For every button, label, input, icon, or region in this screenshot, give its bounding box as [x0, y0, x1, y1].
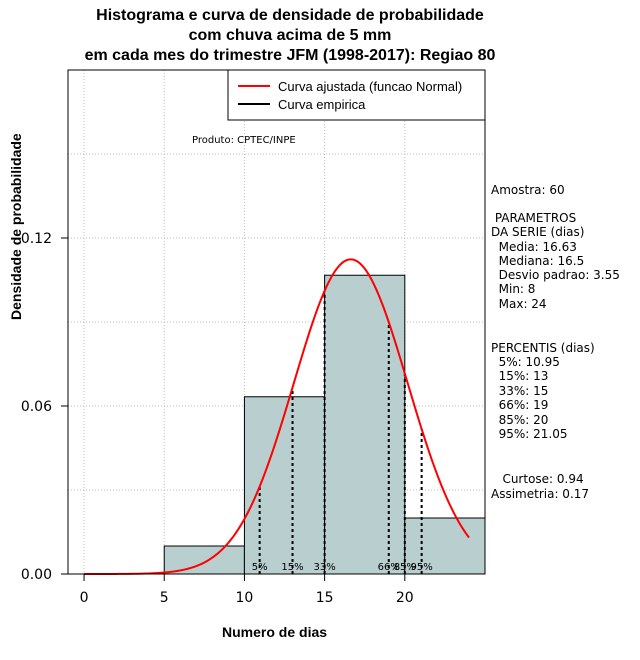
stat-median: Mediana: 16.5 — [491, 254, 585, 268]
legend-box — [227, 69, 486, 121]
product-annotation: Produto: CPTEC/INPE — [192, 135, 296, 146]
stat-p5: 5%: 10.95 — [491, 355, 560, 369]
stat-p66: 66%: 19 — [491, 398, 549, 412]
stat-p15: 15%: 13 — [491, 369, 549, 383]
percentile-label: 5% — [252, 562, 268, 573]
x-axis-label: Numero de dias — [222, 624, 328, 640]
x-tick-label: 20 — [396, 590, 414, 606]
normal-curve — [84, 258, 470, 575]
stat-p95: 95%: 21.05 — [491, 427, 568, 441]
stat-min: Min: 8 — [491, 282, 536, 296]
histogram-bar — [163, 545, 245, 575]
stat-sd: Desvio padrao: 3.55 — [491, 268, 620, 282]
legend-label: Curva empirica — [278, 97, 366, 112]
stat-max: Max: 24 — [491, 297, 547, 311]
x-tick-label: 5 — [160, 590, 169, 606]
percentile-label: 15% — [281, 562, 303, 573]
legend-label: Curva ajustada (funcao Normal) — [278, 79, 462, 94]
stat-p85: 85%: 20 — [491, 413, 549, 427]
percentile-label: 85% — [394, 562, 416, 573]
x-tick-label: 0 — [80, 590, 89, 606]
x-tick-label: 10 — [236, 590, 254, 606]
chart-title-line-2: com chuva acima de 5 mm — [188, 27, 392, 44]
histogram-bar — [404, 517, 486, 575]
y-tick-label: 0.00 — [21, 567, 52, 583]
y-axis-label: Densidade de probabilidade — [8, 133, 24, 320]
percentile-label: 66% — [378, 562, 400, 573]
stat-p33: 33%: 15 — [491, 384, 549, 398]
stat-mean: Media: 16.63 — [491, 240, 577, 254]
stat-kurtosis: Curtose: 0.94 — [491, 472, 584, 486]
stat-skewness: Assimetria: 0.17 — [491, 487, 590, 501]
sample-size: Amostra: 60 — [491, 183, 565, 197]
percentiles-title: PERCENTIS (dias) — [491, 341, 595, 355]
chart-title-line-3: em cada mes do trimestre JFM (1998-2017)… — [84, 47, 496, 64]
params-subtitle: DA SERIE (dias) — [491, 225, 585, 239]
histogram-bar — [243, 396, 326, 575]
percentile-label: 95% — [411, 562, 433, 573]
params-title: PARAMETROS — [491, 211, 577, 225]
y-tick-label: 0.12 — [21, 231, 52, 247]
percentile-label: 33% — [313, 562, 335, 573]
chart-title-line-1: Histograma e curva de densidade de proba… — [96, 7, 484, 24]
x-tick-label: 15 — [316, 590, 334, 606]
y-tick-label: 0.06 — [21, 399, 52, 415]
histogram-bar — [324, 274, 406, 575]
